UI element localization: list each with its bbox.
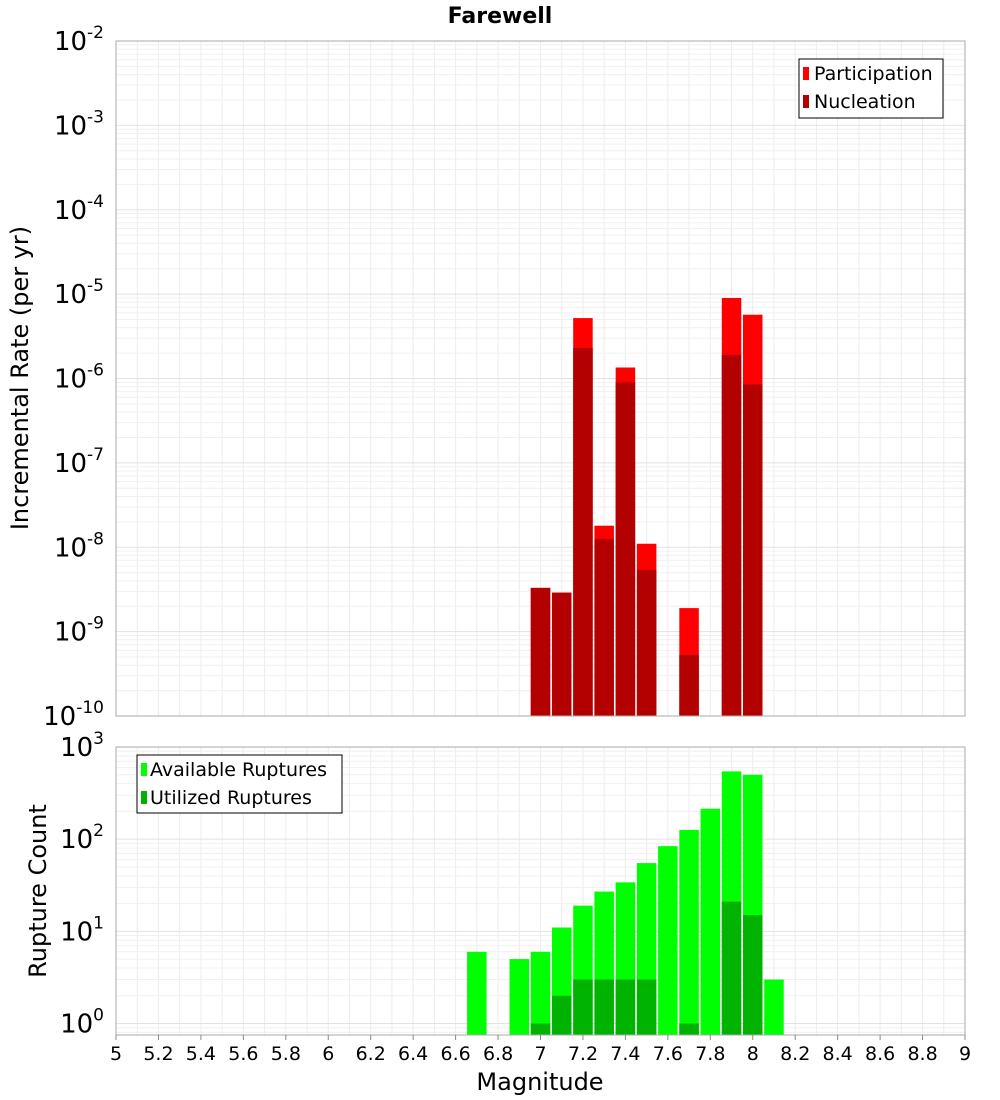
nucleation-bar xyxy=(615,382,636,716)
bottom-panel: 103 102 101 100 5 5.2 5.4 5.6 5.8 6 6.2 6.4 6.6 6.8 7… xyxy=(24,729,971,1096)
top-plot-bars xyxy=(530,297,763,716)
utilized-ruptures-bar xyxy=(615,979,636,1035)
y-tick-label: 10-3 xyxy=(54,107,104,141)
x-tick-label: 7.4 xyxy=(610,1043,640,1065)
top-legend: Participation Nucleation xyxy=(798,58,944,119)
top-panel: 10-2 10-3 10-4 10-5 10-6 10-7 10-8 10-9 10-10 In… xyxy=(6,23,966,732)
utilized-ruptures-bar xyxy=(636,979,657,1035)
legend-swatch-utilized-ruptures xyxy=(141,791,147,804)
nucleation-bar xyxy=(679,654,699,716)
legend-swatch-available-ruptures xyxy=(141,763,147,776)
utilized-ruptures-bar xyxy=(573,979,593,1035)
x-tick-label: 9 xyxy=(959,1043,971,1065)
utilized-ruptures-bar xyxy=(594,979,614,1035)
nucleation-bar xyxy=(530,587,551,716)
utilized-ruptures-bar xyxy=(721,901,742,1035)
nucleation-bar xyxy=(721,354,742,716)
x-tick-label: 6.8 xyxy=(483,1043,513,1065)
y-tick-label: 10-10 xyxy=(43,698,104,732)
legend-swatch-nucleation xyxy=(803,95,809,108)
available-ruptures-bar xyxy=(658,846,678,1035)
available-ruptures-bar xyxy=(764,979,784,1035)
available-ruptures-bar xyxy=(679,829,699,1035)
y-tick-label: 100 xyxy=(60,1005,104,1039)
x-tick-label: 6 xyxy=(322,1043,334,1065)
available-ruptures-bar xyxy=(509,959,530,1035)
y-tick-label: 10-9 xyxy=(54,614,104,648)
x-tick-label: 5.8 xyxy=(271,1043,301,1065)
x-tick-label: 6.6 xyxy=(440,1043,470,1065)
legend-label-participation: Participation xyxy=(814,63,933,85)
bottom-plot-bars xyxy=(467,771,784,1035)
bottom-y-axis-label: Rupture Count xyxy=(24,804,52,978)
x-tick-label: 6.2 xyxy=(356,1043,386,1065)
nucleation-bar xyxy=(573,347,593,716)
utilized-ruptures-bar xyxy=(743,915,763,1035)
y-tick-label: 102 xyxy=(60,821,104,855)
y-tick-label: 103 xyxy=(60,729,104,763)
legend-label-utilized-ruptures: Utilized Ruptures xyxy=(150,787,312,809)
legend-label-available-ruptures: Available Ruptures xyxy=(150,759,327,781)
y-tick-label: 10-5 xyxy=(54,276,104,310)
top-plot-frame xyxy=(115,40,966,717)
bottom-legend-box xyxy=(136,754,343,814)
utilized-ruptures-bar xyxy=(530,1023,551,1035)
x-tick-labels: 5 5.2 5.4 5.6 5.8 6 6.2 6.4 6.6 6.8 7 7.2 7.4 7.6 7.8 8… xyxy=(110,1035,971,1065)
x-axis-label: Magnitude xyxy=(476,1068,603,1096)
chart-title: Farewell xyxy=(448,4,553,29)
x-tick-label: 7.2 xyxy=(568,1043,598,1065)
x-tick-label: 7.6 xyxy=(653,1043,683,1065)
x-tick-label: 5 xyxy=(110,1043,122,1065)
x-tick-label: 8.2 xyxy=(780,1043,810,1065)
x-tick-label: 7.8 xyxy=(695,1043,725,1065)
x-tick-label: 8 xyxy=(747,1043,759,1065)
top-y-axis-label: Incremental Rate (per yr) xyxy=(6,226,34,530)
top-y-tick-labels: 10-2 10-3 10-4 10-5 10-6 10-7 10-8 10-9 10-10 xyxy=(43,23,104,732)
x-tick-label: 7 xyxy=(534,1043,546,1065)
available-ruptures-bar xyxy=(530,951,551,1035)
y-tick-label: 10-8 xyxy=(54,529,104,563)
x-tick-label: 6.4 xyxy=(398,1043,428,1065)
x-tick-label: 5.2 xyxy=(143,1043,173,1065)
nucleation-bar xyxy=(551,592,572,716)
x-tick-label: 8.6 xyxy=(865,1043,895,1065)
x-tick-label: 8.4 xyxy=(823,1043,853,1065)
x-tick-label: 5.4 xyxy=(186,1043,216,1065)
legend-swatch-participation xyxy=(803,67,809,80)
y-tick-label: 10-2 xyxy=(54,23,104,57)
nucleation-bar xyxy=(743,384,763,716)
bottom-y-tick-labels: 103 102 101 100 xyxy=(60,729,104,1039)
y-tick-label: 10-6 xyxy=(54,361,104,395)
available-ruptures-bar xyxy=(467,951,487,1035)
legend-label-nucleation: Nucleation xyxy=(814,91,916,113)
top-legend-box xyxy=(798,58,944,119)
available-ruptures-bar xyxy=(700,808,721,1035)
x-tick-label: 5.6 xyxy=(228,1043,258,1065)
y-tick-label: 10-4 xyxy=(54,192,104,226)
nucleation-bar xyxy=(636,569,657,716)
utilized-ruptures-bar xyxy=(551,995,572,1035)
utilized-ruptures-bar xyxy=(679,1023,699,1035)
x-tick-label: 8.8 xyxy=(907,1043,937,1065)
nucleation-bar xyxy=(594,539,614,716)
y-tick-label: 10-7 xyxy=(54,445,104,479)
y-tick-label: 101 xyxy=(60,913,104,947)
bottom-legend: Available Ruptures Utilized Ruptures xyxy=(136,754,343,814)
